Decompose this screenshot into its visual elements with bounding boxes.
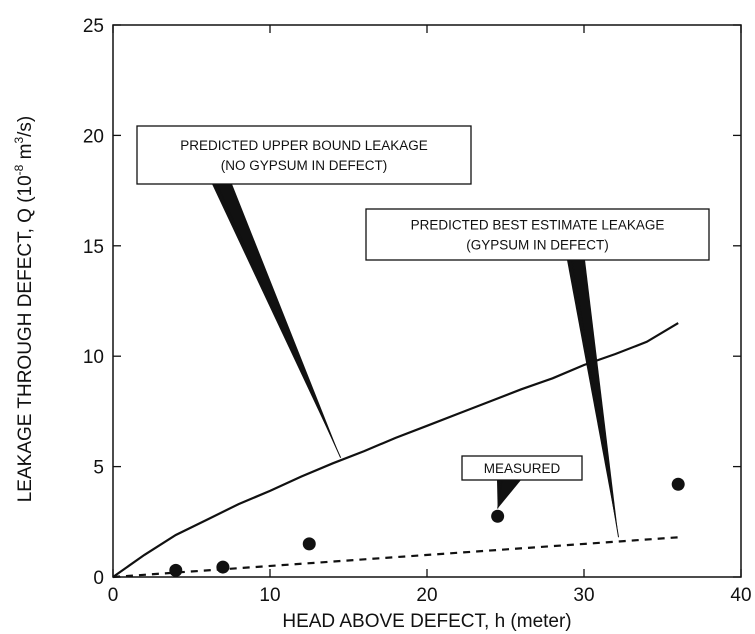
y-tick-label: 5	[93, 458, 104, 479]
y-axis-label: LEAKAGE THROUGH DEFECT, Q (10-8 m3/s)	[12, 116, 36, 503]
y-tick-label: 15	[83, 237, 104, 258]
y-tick-label: 20	[83, 126, 104, 147]
y-axis-label-suffix: /s)	[15, 116, 36, 137]
annotation-measured-pointer-edge	[497, 479, 503, 509]
annotation-measured-text: MEASURED	[484, 461, 561, 476]
y-tick-label: 0	[93, 568, 104, 589]
annotation-upper-bound-text: PREDICTED UPPER BOUND LEAKAGE	[180, 138, 428, 153]
y-tick-label: 10	[83, 347, 104, 368]
callout-pointers	[212, 183, 620, 538]
x-axis-label: HEAD ABOVE DEFECT, h (meter)	[282, 611, 571, 632]
measured-point	[491, 509, 505, 523]
y-axis-label-unit-exponent: 3	[12, 137, 26, 144]
x-tick-label: 20	[416, 585, 437, 606]
annotation-best-estimate-pointer-edge	[571, 259, 620, 538]
annotation-best-estimate-text: (GYPSUM IN DEFECT)	[466, 238, 609, 253]
measured-point	[169, 563, 183, 577]
annotation-measured-box	[461, 455, 583, 481]
x-tick-label: 40	[730, 585, 751, 606]
annotation-best-estimate-text: PREDICTED BEST ESTIMATE LEAKAGE	[411, 218, 665, 233]
tick-group: 0 10 20 30 40 0 5 10 15 20 25	[83, 16, 752, 606]
annotation-boxes: PREDICTED UPPER BOUND LEAKAGE (NO GYPSUM …	[136, 125, 710, 481]
y-axis-label-mid: m	[15, 144, 36, 165]
measured-point	[216, 560, 230, 574]
annotation-upper-bound-text: (NO GYPSUM IN DEFECT)	[221, 158, 388, 173]
measured-point	[302, 537, 316, 551]
series-group	[112, 322, 685, 579]
measured-point	[671, 477, 685, 491]
upper-bound-line	[112, 322, 679, 578]
y-tick-label: 25	[83, 16, 104, 37]
x-tick-label: 30	[573, 585, 594, 606]
annotation-upper-bound-box	[136, 125, 472, 185]
best-estimate-line	[112, 536, 679, 579]
annotation-best-estimate-pointer	[567, 260, 619, 538]
y-axis-label-exponent: -8	[12, 164, 26, 175]
x-tick-label: 10	[259, 585, 280, 606]
x-tick-label: 0	[108, 585, 119, 606]
plot-frame	[112, 24, 742, 578]
annotation-best-estimate-box	[365, 208, 710, 261]
annotation-upper-bound-pointer	[212, 184, 341, 458]
y-axis-label-prefix: LEAKAGE THROUGH DEFECT, Q (10	[15, 175, 36, 502]
annotation-upper-bound-pointer-edge	[216, 183, 342, 458]
annotation-measured-pointer	[497, 480, 521, 509]
